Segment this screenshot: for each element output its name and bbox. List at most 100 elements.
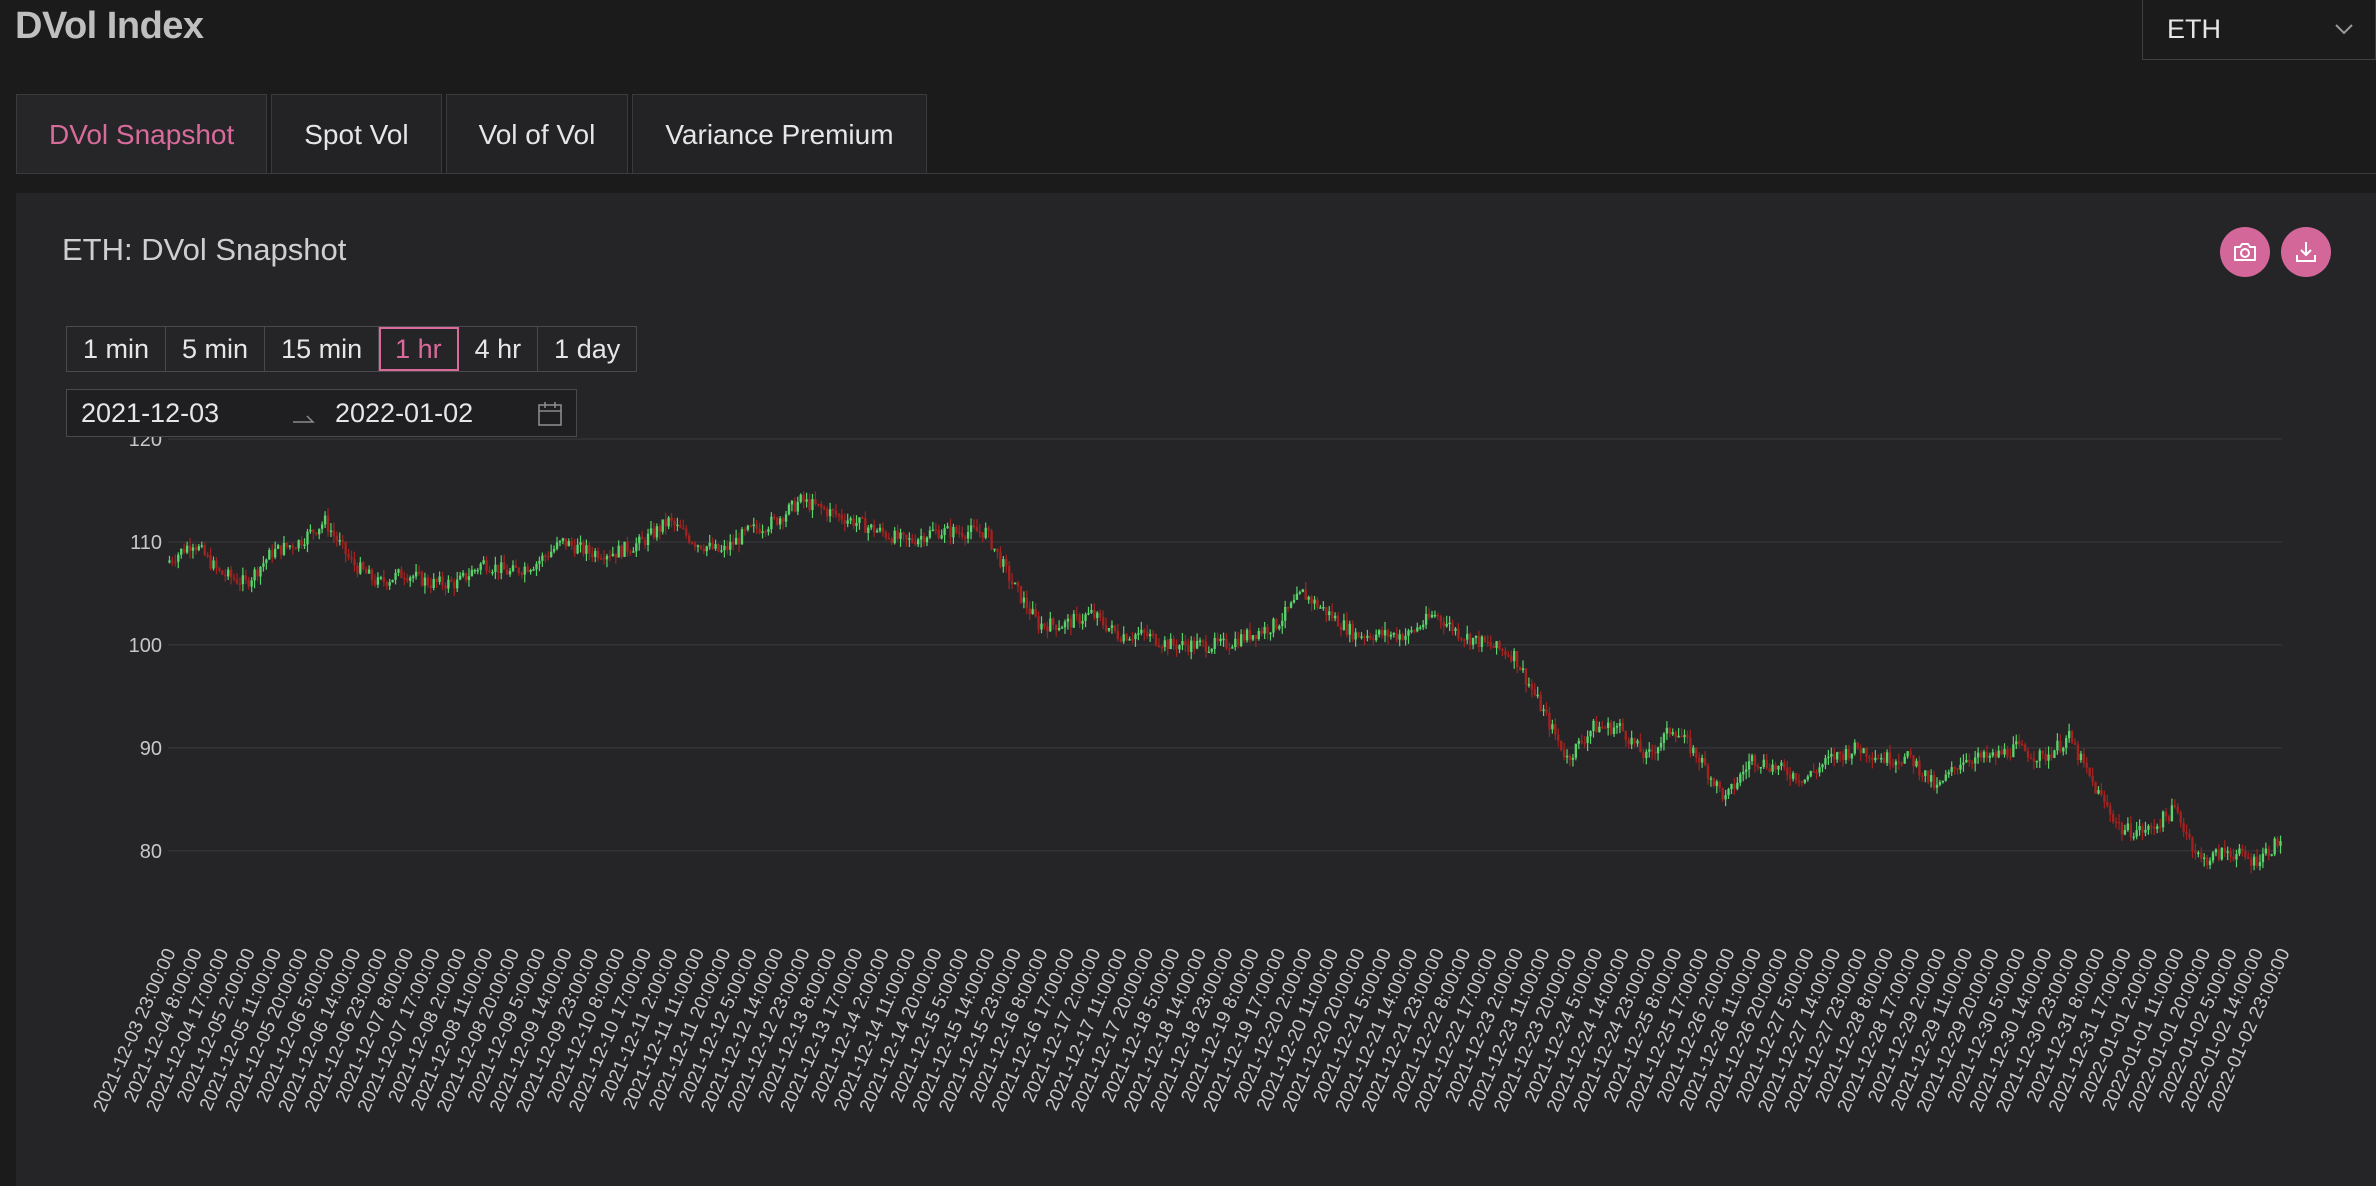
candle-body	[875, 530, 879, 533]
candle-body	[834, 510, 838, 515]
candle-body	[2082, 753, 2085, 764]
candle-body	[641, 536, 644, 540]
candle-body	[734, 537, 738, 545]
tab-dvol-snapshot[interactable]: DVol Snapshot	[16, 94, 268, 174]
candle-body	[1360, 636, 1363, 638]
candle-body	[453, 581, 456, 589]
candle-body	[1991, 752, 1994, 756]
candle-body	[872, 524, 876, 533]
candle-body	[579, 542, 582, 545]
candle-body	[1422, 624, 1425, 628]
y-tick-label: 90	[140, 738, 162, 760]
candle-body	[1319, 607, 1322, 609]
candle-body	[1046, 626, 1049, 632]
candle-body	[1433, 614, 1437, 617]
download-button[interactable]	[2281, 227, 2331, 277]
candle-body	[1953, 767, 1956, 769]
candle-body	[265, 559, 268, 564]
candle-body	[517, 567, 521, 574]
candle-body	[2185, 831, 2188, 835]
candle-body	[2106, 802, 2109, 806]
candle-body	[1128, 639, 1131, 641]
candle-body	[514, 565, 518, 568]
candle-body	[2135, 830, 2138, 837]
tab-divider	[16, 173, 2376, 174]
candle-body	[708, 542, 711, 547]
interval-1-hr[interactable]: 1 hr	[379, 327, 459, 371]
candle-body	[1645, 751, 1648, 759]
candle-body	[367, 569, 371, 574]
candle-body	[2179, 812, 2182, 823]
candle-body	[1263, 626, 1266, 634]
start-date-input[interactable]: 2021-12-03	[81, 398, 220, 428]
candle-body	[532, 569, 535, 571]
candle-body	[1824, 758, 1827, 765]
candle-body	[1997, 750, 2000, 758]
candle-body	[312, 529, 315, 533]
tab-spot-vol[interactable]: Spot Vol	[271, 94, 442, 174]
tab-variance-premium[interactable]: Variance Premium	[632, 94, 927, 174]
candle-body	[599, 558, 603, 560]
candle-body	[315, 532, 318, 535]
candle-body	[1689, 737, 1692, 754]
candle-body	[429, 585, 432, 589]
candle-body	[397, 569, 400, 573]
candle-body	[279, 545, 283, 555]
candle-body	[758, 528, 761, 533]
candle-body	[1195, 640, 1199, 649]
candle-body	[561, 538, 565, 541]
candle-body	[702, 548, 706, 552]
interval-1-min[interactable]: 1 min	[67, 327, 167, 371]
candle-body	[1921, 775, 1924, 778]
candle-body	[2009, 756, 2012, 759]
candle-body	[1786, 767, 1789, 775]
candle-body	[761, 531, 764, 533]
candle-body	[1002, 559, 1005, 567]
candle-body	[1354, 632, 1357, 640]
candle-body	[1747, 761, 1751, 770]
candle-body	[781, 518, 785, 522]
candle-body	[1113, 625, 1117, 632]
end-date-input[interactable]: 2022-01-02	[335, 398, 474, 428]
candle-body	[1410, 630, 1413, 632]
asset-select[interactable]: ETH	[2142, 0, 2376, 60]
interval-5-min[interactable]: 5 min	[166, 327, 266, 371]
candle-body	[972, 525, 976, 528]
candle-body	[1313, 599, 1316, 604]
candle-body	[1146, 632, 1149, 637]
candle-body	[2015, 741, 2018, 745]
candle-body	[1589, 731, 1592, 737]
candle-body	[2167, 816, 2171, 822]
candle-body	[1612, 727, 1616, 735]
candle-body	[244, 575, 247, 580]
interval-4-hr[interactable]: 4 hr	[459, 327, 539, 371]
interval-1-day[interactable]: 1 day	[554, 333, 621, 364]
candle-body	[711, 542, 714, 549]
calendar-icon[interactable]	[536, 400, 564, 428]
candle-body	[567, 541, 570, 547]
candle-body	[931, 529, 935, 532]
tab-bar: DVol Snapshot Spot Vol Vol of Vol Varian…	[16, 94, 931, 174]
camera-icon	[2234, 243, 2256, 261]
candle-body	[1929, 775, 1933, 782]
tab-vol-of-vol[interactable]: Vol of Vol	[445, 94, 629, 174]
candle-body	[1783, 762, 1786, 768]
candle-body	[1442, 621, 1445, 627]
screenshot-button[interactable]	[2220, 227, 2270, 277]
candle-body	[638, 536, 641, 544]
candle-body	[1662, 733, 1666, 743]
candle-body	[1906, 751, 1909, 757]
candle-body	[423, 577, 427, 586]
candle-body	[1709, 778, 1713, 780]
candle-body	[1005, 559, 1008, 566]
candle-body	[1019, 585, 1023, 603]
candle-body	[1571, 757, 1575, 760]
candle-body	[411, 576, 415, 578]
candle-body	[1231, 647, 1234, 649]
candle-body	[993, 548, 996, 551]
candle-body	[1533, 689, 1536, 696]
interval-15-min[interactable]: 15 min	[265, 327, 380, 371]
candle-body	[1698, 757, 1701, 763]
candle-body	[2111, 814, 2115, 822]
candle-body	[799, 494, 802, 502]
